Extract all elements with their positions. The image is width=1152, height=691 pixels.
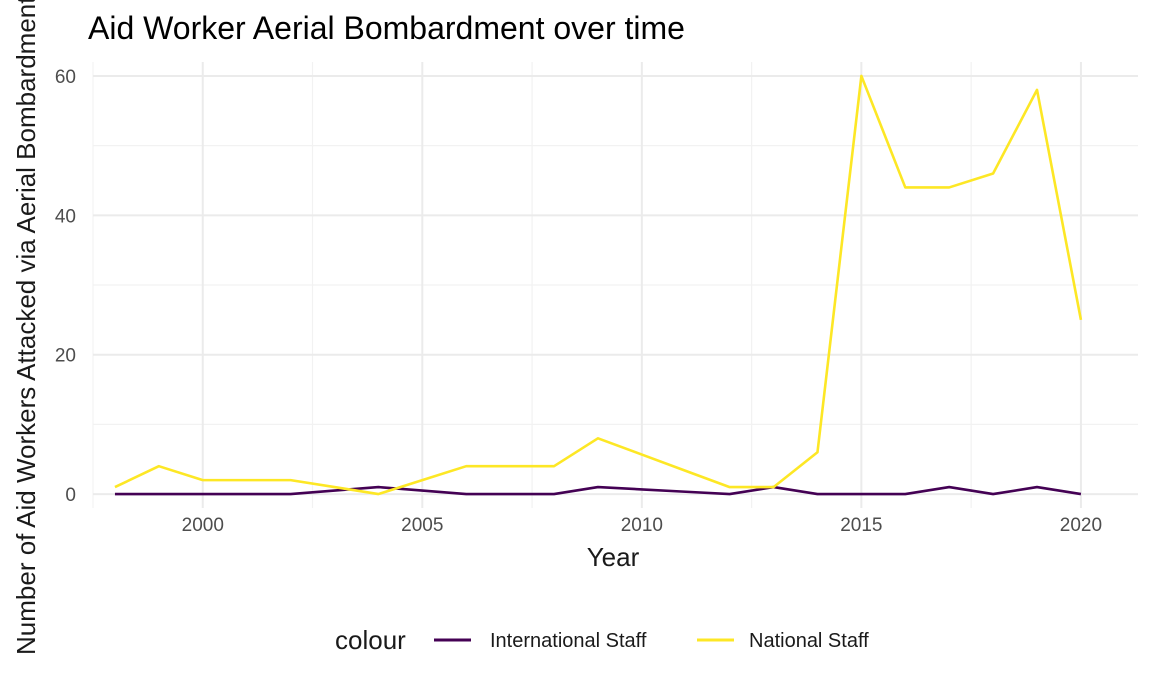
legend-label-international-staff: International Staff xyxy=(490,630,647,652)
y-tick-label: 0 xyxy=(65,485,76,506)
x-tick-label: 2000 xyxy=(182,515,224,536)
x-tick-label: 2015 xyxy=(840,515,882,536)
legend-label-national-staff: National Staff xyxy=(749,630,869,652)
x-tick-label: 2005 xyxy=(401,515,443,536)
x-tick-label: 2020 xyxy=(1060,515,1102,536)
plot-grid xyxy=(92,62,1138,508)
x-tick-label: 2010 xyxy=(621,515,663,536)
series-line-international-staff xyxy=(114,485,1082,496)
legend-title: colour xyxy=(335,625,406,655)
x-axis-label: Year xyxy=(587,542,640,572)
x-axis-ticks: 2000 2005 2010 2015 2020 xyxy=(182,515,1102,536)
y-axis-ticks: 0 20 40 60 xyxy=(55,67,76,506)
legend: colour International Staff National Staff xyxy=(335,625,869,655)
y-axis-label: Number of Aid Workers Attacked via Aeria… xyxy=(11,0,41,655)
y-tick-label: 20 xyxy=(55,346,76,367)
series-line-national-staff xyxy=(114,74,1083,496)
series-group xyxy=(114,74,1083,496)
y-tick-label: 60 xyxy=(55,67,76,88)
y-tick-label: 40 xyxy=(55,206,76,227)
chart-title: Aid Worker Aerial Bombardment over time xyxy=(88,10,685,46)
